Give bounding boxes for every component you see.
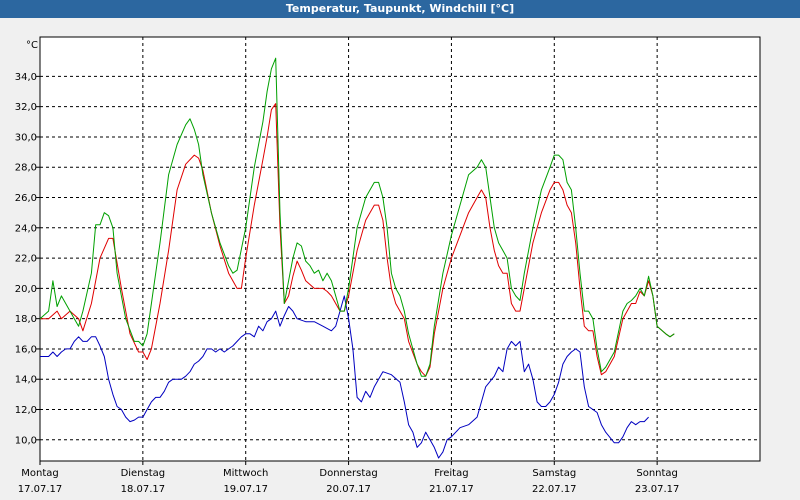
- y-tick-label: 16,0: [15, 344, 37, 355]
- y-tick-label: 20,0: [15, 284, 37, 295]
- x-tick-day-label: Mittwoch: [223, 468, 268, 479]
- x-tick-day-label: Donnerstag: [319, 468, 377, 479]
- x-tick-date-label: 17.07.17: [18, 484, 63, 495]
- y-tick-label: 34,0: [15, 72, 37, 83]
- series-line: [39, 57, 675, 377]
- y-axis-unit-label: °C: [26, 40, 38, 51]
- legend-entry: Temperatur: [115, 18, 174, 19]
- y-tick-label: 10,0: [15, 435, 37, 446]
- series-line: [40, 295, 649, 459]
- y-tick-label: 14,0: [15, 375, 37, 386]
- x-tick-date-label: 22.07.17: [532, 484, 577, 495]
- chart-svg: 10,0 12,0 14,0 16,0 18,0 20,0 22,0 24,0 26,0 28,0…: [15, 18, 761, 495]
- grid-lines: [40, 37, 760, 461]
- y-tick-label: 12,0: [15, 405, 37, 416]
- y-tick-label: 30,0: [15, 132, 37, 143]
- y-tick-label: 28,0: [15, 163, 37, 174]
- x-tick-date-label: 18.07.17: [121, 484, 166, 495]
- x-tick-date-label: 21.07.17: [429, 484, 474, 495]
- y-tick-label: 24,0: [15, 223, 37, 234]
- legend-entry: Taupunkt: [374, 18, 421, 19]
- x-tick-date-label: 20.07.17: [326, 484, 371, 495]
- x-tick-date-label: 23.07.17: [635, 484, 680, 495]
- x-tick-day-label: Sonntag: [636, 468, 678, 479]
- series-line: [40, 103, 675, 377]
- legend-entry: Windchill: [627, 18, 672, 19]
- y-tick-label: 32,0: [15, 102, 37, 113]
- window-title: Temperatur, Taupunkt, Windchill [°C]: [0, 0, 800, 18]
- y-axis: 10,0 12,0 14,0 16,0 18,0 20,0 22,0 24,0 26,0 28,0…: [15, 72, 40, 446]
- series-lines: [39, 57, 675, 459]
- legend: Temperatur Taupunkt Windchill: [115, 18, 672, 19]
- x-tick-day-label: Samstag: [532, 468, 576, 479]
- y-tick-label: 22,0: [15, 254, 37, 265]
- x-tick-date-label: 19.07.17: [223, 484, 268, 495]
- plot-area: [39, 36, 761, 462]
- y-tick-label: 18,0: [15, 314, 37, 325]
- x-tick-day-label: Montag: [21, 468, 58, 479]
- x-tick-day-label: Freitag: [434, 468, 468, 479]
- y-tick-label: 26,0: [15, 193, 37, 204]
- x-tick-day-label: Dienstag: [121, 468, 166, 479]
- x-axis: Montag 17.07.17 Dienstag 18.07.17 Mittwoch 19…: [18, 461, 680, 495]
